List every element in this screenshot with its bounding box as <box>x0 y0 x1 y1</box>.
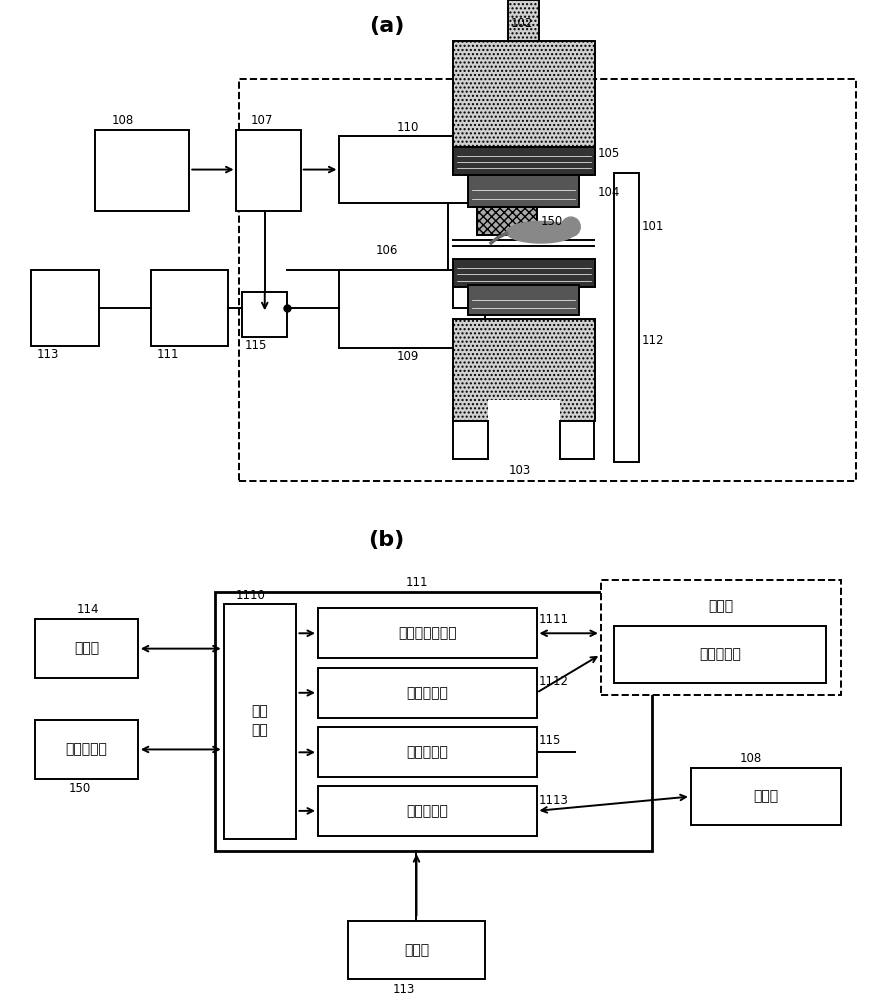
Text: 110: 110 <box>396 121 419 134</box>
Bar <box>318 668 537 718</box>
Bar <box>223 604 296 839</box>
Text: 111: 111 <box>405 576 428 589</box>
Text: 主控
制部: 主控 制部 <box>252 704 269 737</box>
Bar <box>468 175 580 207</box>
Bar <box>454 147 595 175</box>
Bar <box>35 619 138 678</box>
Ellipse shape <box>506 221 575 243</box>
Text: 操作部: 操作部 <box>74 642 99 656</box>
Text: 107: 107 <box>251 114 273 127</box>
Bar <box>508 0 539 41</box>
Text: 114: 114 <box>77 603 99 616</box>
Bar <box>613 173 639 462</box>
Bar <box>318 608 537 658</box>
Bar <box>613 626 826 683</box>
Text: (a): (a) <box>369 16 405 36</box>
Text: 101: 101 <box>642 220 664 233</box>
Ellipse shape <box>562 217 580 237</box>
Text: 115: 115 <box>539 734 562 747</box>
Bar <box>468 285 580 315</box>
Text: 109: 109 <box>396 350 419 363</box>
Text: 显示部: 显示部 <box>754 789 779 803</box>
Bar <box>215 592 652 851</box>
Text: 103: 103 <box>508 464 530 477</box>
Bar <box>318 786 537 836</box>
Text: 摄像条件设定部: 摄像条件设定部 <box>398 626 456 640</box>
Bar <box>30 270 99 346</box>
Text: 序列控制部: 序列控制部 <box>406 686 448 700</box>
Bar <box>243 292 287 337</box>
Text: 113: 113 <box>392 983 415 996</box>
Text: 外部监视器: 外部监视器 <box>65 742 107 756</box>
Bar <box>95 130 189 211</box>
Text: 108: 108 <box>112 114 134 127</box>
Text: 体动处理部: 体动处理部 <box>406 745 448 759</box>
Bar <box>35 720 138 779</box>
Text: 106: 106 <box>375 244 397 257</box>
Text: 105: 105 <box>597 147 620 160</box>
Bar <box>488 400 560 459</box>
Bar <box>151 270 228 346</box>
Bar <box>339 136 485 203</box>
Bar <box>477 207 537 235</box>
Text: 存储部: 存储部 <box>404 943 429 957</box>
Text: 150: 150 <box>69 782 91 795</box>
Bar <box>239 79 856 481</box>
Bar <box>237 130 301 211</box>
Text: 150: 150 <box>541 215 563 228</box>
Text: 1110: 1110 <box>236 589 266 602</box>
Bar <box>691 768 841 825</box>
Text: 1113: 1113 <box>539 794 569 807</box>
Text: 102: 102 <box>511 17 533 30</box>
Text: (b): (b) <box>369 530 405 550</box>
Bar <box>601 580 841 695</box>
Text: 内部监视器: 内部监视器 <box>699 647 741 661</box>
Bar <box>454 319 595 421</box>
Bar <box>318 727 537 777</box>
Text: 112: 112 <box>642 334 664 347</box>
Bar <box>454 41 595 149</box>
Text: 115: 115 <box>245 339 267 352</box>
Bar <box>339 270 485 348</box>
Bar <box>348 921 485 979</box>
Text: 显示控制部: 显示控制部 <box>406 804 448 818</box>
Text: 111: 111 <box>157 348 179 361</box>
Text: 113: 113 <box>37 348 59 361</box>
Text: 1112: 1112 <box>539 675 569 688</box>
Bar <box>454 259 595 287</box>
Text: 108: 108 <box>739 752 762 765</box>
Text: 1111: 1111 <box>539 613 569 626</box>
Text: 104: 104 <box>597 186 620 199</box>
Text: 摄像部: 摄像部 <box>708 599 733 613</box>
